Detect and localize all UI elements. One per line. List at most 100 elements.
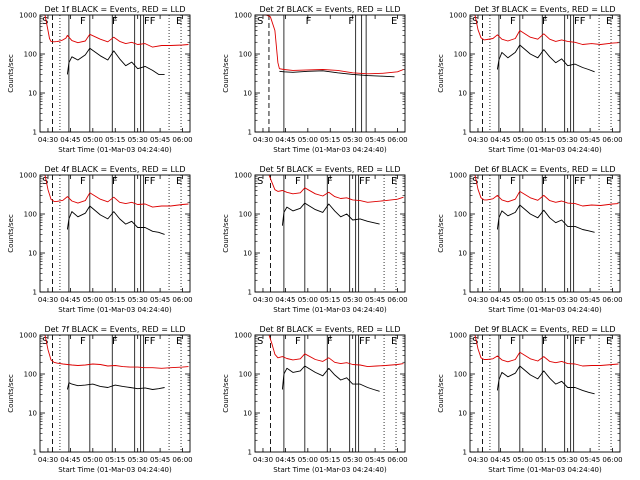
- y-tick-label: 1000: [234, 172, 252, 180]
- detector-panel-9: Det 9f BLACK = Events, RED = LLD Counts/s…: [437, 325, 623, 474]
- segment-label: FF: [574, 336, 586, 347]
- y-tick-label: 100: [239, 371, 252, 379]
- y-tick-label: 1000: [19, 172, 37, 180]
- segment-label: E: [606, 336, 612, 347]
- segment-label: FF: [574, 176, 586, 187]
- x-tick-label: 04:30: [468, 456, 488, 464]
- series-line: [44, 14, 189, 48]
- series-line: [66, 47, 165, 75]
- panel-title: Det 2f BLACK = Events, RED = LLD: [259, 5, 400, 14]
- y-tick-label: 100: [24, 51, 37, 59]
- segment-label: F: [295, 336, 301, 347]
- y-tick-label: 1: [463, 449, 467, 457]
- segment-label: FF: [359, 176, 371, 187]
- y-tick-label: 100: [454, 211, 467, 219]
- y-tick-label: 10: [243, 250, 252, 258]
- x-tick-label: 06:00: [387, 136, 407, 144]
- x-tick-label: 05:30: [558, 136, 578, 144]
- segment-label: F: [306, 16, 312, 27]
- y-tick-label: 10: [28, 250, 37, 258]
- x-tick-label: 05:30: [128, 456, 148, 464]
- segment-label: E: [606, 176, 612, 187]
- segment-label: F: [80, 16, 86, 27]
- segment-label: S: [472, 176, 478, 187]
- y-axis-label: Counts/sec: [7, 374, 15, 413]
- detector-panel-8: Det 8f BLACK = Events, RED = LLD Counts/s…: [222, 325, 408, 474]
- x-tick-label: 06:00: [172, 136, 192, 144]
- x-tick-label: 05:15: [320, 456, 340, 464]
- y-tick-label: 100: [239, 51, 252, 59]
- segment-label: F: [80, 176, 86, 187]
- y-tick-label: 10: [28, 90, 37, 98]
- x-tick-label: 05:45: [580, 136, 600, 144]
- x-tick-label: 05:15: [320, 296, 340, 304]
- segment-label: S: [472, 336, 478, 347]
- segment-label: S: [42, 336, 48, 347]
- segment-label: S: [257, 176, 263, 187]
- x-axis-label: Start Time (01-Mar-03 04:24:40): [58, 466, 172, 474]
- x-tick-label: 05:15: [320, 136, 340, 144]
- x-tick-label: 04:30: [253, 456, 273, 464]
- y-tick-label: 1000: [449, 12, 467, 20]
- y-tick-label: 10: [458, 90, 467, 98]
- plot-frame: [469, 334, 621, 453]
- y-axis-label: Counts/sec: [7, 214, 15, 253]
- y-tick-label: 1000: [19, 12, 37, 20]
- segment-label: F: [510, 336, 516, 347]
- segment-label: E: [391, 336, 397, 347]
- detector-panel-4: Det 4f BLACK = Events, RED = LLD Counts/s…: [7, 165, 193, 314]
- plot-frame: [39, 174, 191, 293]
- x-tick-label: 04:30: [38, 136, 58, 144]
- series-line: [268, 334, 404, 368]
- segment-label: FF: [144, 16, 156, 27]
- x-tick-label: 05:15: [535, 296, 555, 304]
- x-tick-label: 05:30: [343, 296, 363, 304]
- x-tick-label: 05:00: [513, 136, 533, 144]
- x-tick-label: 04:45: [60, 136, 80, 144]
- plot-frame: [469, 174, 621, 293]
- series-line: [66, 205, 165, 235]
- x-tick-label: 04:45: [275, 296, 295, 304]
- series-line: [496, 44, 595, 73]
- y-tick-label: 10: [458, 250, 467, 258]
- x-tick-label: 05:00: [83, 456, 103, 464]
- segment-label: F: [510, 176, 516, 187]
- x-tick-label: 06:00: [602, 296, 622, 304]
- series-line: [474, 14, 619, 45]
- x-tick-label: 05:00: [298, 456, 318, 464]
- segment-label: S: [472, 16, 478, 27]
- x-tick-label: 05:30: [558, 296, 578, 304]
- segment-label: FF: [144, 336, 156, 347]
- x-tick-label: 04:30: [468, 296, 488, 304]
- series-line: [281, 202, 380, 226]
- x-tick-label: 05:30: [128, 136, 148, 144]
- y-tick-label: 1000: [234, 332, 252, 340]
- plot-frame: [469, 14, 621, 133]
- series-line: [474, 174, 619, 207]
- series-line: [268, 174, 404, 203]
- segment-label: F: [295, 176, 301, 187]
- y-tick-label: 100: [24, 371, 37, 379]
- y-tick-label: 1000: [234, 12, 252, 20]
- segment-label: F: [112, 176, 118, 187]
- y-axis-label: Counts/sec: [437, 374, 445, 413]
- y-axis-label: Counts/sec: [222, 54, 230, 93]
- plot-frame: [254, 334, 406, 453]
- series-line: [279, 70, 395, 78]
- x-tick-label: 05:15: [535, 456, 555, 464]
- x-tick-label: 04:30: [253, 136, 273, 144]
- x-tick-label: 04:45: [490, 296, 510, 304]
- segment-label: F: [542, 16, 548, 27]
- panel-title: Det 9f BLACK = Events, RED = LLD: [474, 325, 615, 334]
- plot-frame: [254, 14, 406, 133]
- y-tick-label: 1000: [449, 332, 467, 340]
- x-tick-label: 06:00: [172, 456, 192, 464]
- series-line: [496, 204, 595, 233]
- detector-panel-7: Det 7f BLACK = Events, RED = LLD Counts/s…: [7, 325, 193, 474]
- y-tick-label: 1: [248, 289, 252, 297]
- panel-title: Det 7f BLACK = Events, RED = LLD: [44, 325, 185, 334]
- segment-label: F: [510, 16, 516, 27]
- series-line: [281, 365, 380, 392]
- series-line: [474, 334, 619, 367]
